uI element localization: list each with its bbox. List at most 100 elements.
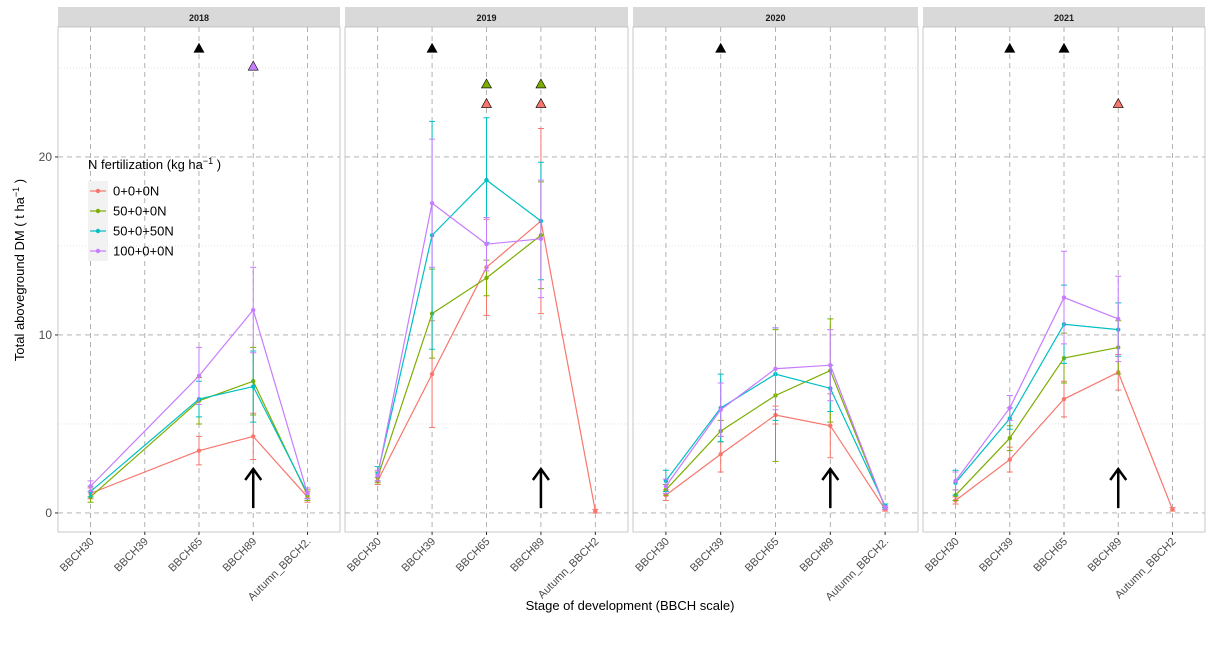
series-line: [377, 202, 541, 476]
x-tick-label: BBCH30: [58, 536, 97, 575]
point: [1007, 405, 1012, 411]
significance-marker: [480, 78, 493, 89]
point: [828, 423, 833, 428]
point: [375, 473, 380, 478]
arrow: [821, 466, 840, 508]
significance-marker: [1112, 97, 1124, 108]
point: [429, 371, 435, 377]
x-tick-label: BBCH65: [166, 536, 205, 575]
panel: 2019: [344, 7, 629, 533]
y-tick-label: 0: [45, 506, 52, 520]
series-line: [90, 308, 309, 494]
point: [305, 491, 310, 496]
point: [953, 478, 958, 484]
point: [828, 363, 833, 368]
point: [1007, 435, 1012, 441]
legend-title-part: ): [213, 157, 221, 172]
y-tick-label: 10: [39, 328, 53, 342]
x-tick-label: BBCH65: [743, 536, 782, 575]
point: [593, 508, 598, 514]
point: [88, 484, 93, 489]
legend-label: 0+0+0N: [113, 184, 159, 199]
series-line: [90, 385, 308, 494]
point: [663, 484, 669, 489]
x-axis-title: Stage of development (BBCH scale): [526, 598, 735, 613]
point: [1061, 396, 1067, 402]
panel-title: 2018: [189, 13, 209, 23]
series-line: [90, 380, 309, 498]
legend-point: [95, 248, 101, 254]
legend-point: [95, 188, 101, 194]
strip: [345, 7, 628, 27]
series-line: [955, 346, 1119, 496]
y-axis-title-sup: −1: [11, 187, 21, 197]
point: [251, 434, 256, 439]
panel: 2021: [922, 7, 1206, 533]
significance-marker: [1058, 42, 1070, 53]
significance-marker: [193, 42, 205, 53]
point: [1007, 457, 1012, 462]
legend-title-part: −1: [203, 156, 213, 166]
significance-marker: [426, 42, 438, 53]
point: [484, 177, 489, 183]
legend-label: 50+0+50N: [113, 224, 174, 239]
series-line: [90, 435, 308, 498]
point: [196, 448, 202, 453]
panel-title: 2021: [1054, 13, 1074, 23]
x-tick-label: BBCH89: [221, 536, 260, 575]
point: [538, 236, 544, 242]
series-line: [377, 234, 542, 478]
point: [1170, 507, 1175, 512]
x-tick-label: BBCH30: [923, 536, 962, 575]
significance-marker: [535, 78, 547, 89]
panel-title: 2020: [765, 13, 785, 23]
significance-marker: [247, 60, 259, 71]
point: [882, 505, 888, 510]
x-tick-label: BBCH30: [345, 536, 384, 575]
strip: [923, 7, 1205, 27]
strip: [633, 7, 918, 27]
x-tick-label: BBCH89: [798, 536, 837, 575]
legend: N fertilization (kg ha−1 ) 0+0+0N 50+0+0N 5…: [88, 156, 221, 261]
point: [773, 366, 778, 371]
y-axis-title-part: Total aboveground DM ( t ha: [12, 196, 27, 361]
x-tick-label: BBCH39: [688, 536, 727, 575]
series-line: [955, 296, 1119, 482]
significance-marker: [480, 97, 493, 108]
panel: 2020: [632, 7, 919, 533]
significance-marker: [715, 42, 727, 53]
point: [718, 407, 723, 412]
x-tick-label: BBCH89: [1086, 536, 1125, 575]
series-line: [955, 323, 1119, 484]
arrow: [244, 466, 263, 508]
arrow: [1109, 466, 1128, 508]
legend-point: [95, 208, 101, 214]
x-tick-label: BBCH39: [112, 536, 151, 575]
point: [251, 384, 256, 389]
point: [1116, 316, 1121, 322]
y-tick-label: 20: [39, 150, 53, 164]
point: [251, 307, 256, 313]
point: [1061, 295, 1067, 300]
legend-point: [95, 228, 101, 234]
legend-label: 100+0+0N: [113, 244, 174, 259]
point: [484, 275, 489, 281]
significance-marker: [535, 97, 547, 108]
y-axis-title-part: ): [12, 179, 27, 187]
x-tick-label: BBCH65: [454, 536, 493, 575]
legend-label: 50+0+0N: [113, 204, 167, 219]
strip: [58, 7, 340, 27]
x-tick-label: BBCH89: [508, 536, 547, 575]
legend-title-part: N fertilization (kg ha: [88, 157, 204, 172]
significance-marker: [1004, 42, 1016, 53]
panel-title: 2019: [476, 13, 496, 23]
point: [429, 201, 435, 206]
x-tick-label: BBCH65: [1031, 536, 1070, 575]
x-tick-label: BBCH39: [977, 536, 1016, 575]
point: [196, 373, 202, 379]
y-axis-title: Total aboveground DM ( t ha−1 ): [11, 179, 27, 361]
point: [718, 452, 723, 457]
legend-title: N fertilization (kg ha−1 ): [88, 156, 221, 172]
series-line: [377, 179, 542, 474]
